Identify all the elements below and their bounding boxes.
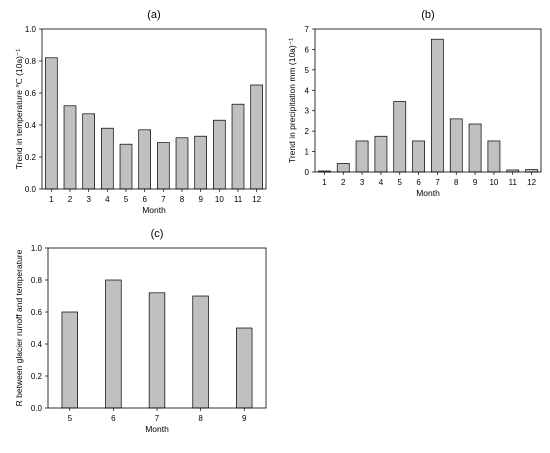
panel-c-y-axis-label: R between glacier runoff and temperature xyxy=(14,249,24,406)
panel-b-xtick-label: 10 xyxy=(489,178,498,187)
panel-a-bar-1 xyxy=(45,57,58,190)
panel-a-bar-5 xyxy=(119,143,133,190)
panel-b-xtick-label: 9 xyxy=(473,178,478,187)
panel-c-chart: (c) 0.0 0.2 0.4 0.6 0.8 1.0 5 6 7 8 9 Month R between… xyxy=(14,228,267,434)
panel-a-ytick-label: 0.6 xyxy=(25,89,37,98)
panel-a-bar-9 xyxy=(194,135,207,190)
panel-c-xtick-label: 9 xyxy=(242,414,247,423)
panel-c-bar-6 xyxy=(105,279,122,409)
panel-a-bar-4 xyxy=(101,127,114,190)
panel-c-ytick-label: 0.8 xyxy=(31,276,43,285)
panel-b-xtick-label: 12 xyxy=(527,178,536,187)
panel-a-bar-11 xyxy=(231,103,245,190)
panel-b-ytick-label: 1 xyxy=(305,148,310,157)
panel-a-xtick-label: 8 xyxy=(180,195,185,204)
panel-c-bar-5 xyxy=(61,311,78,409)
panel-a-xtick-label: 1 xyxy=(49,195,54,204)
panel-c-xtick-label: 5 xyxy=(68,414,73,423)
panel-b-xtick-label: 8 xyxy=(454,178,459,187)
panel-b-ytick-label: 6 xyxy=(305,45,310,54)
panel-b-bar-9 xyxy=(468,123,482,173)
panel-b-xtick-label: 5 xyxy=(398,178,403,187)
panel-c-bar-7 xyxy=(148,292,166,409)
panel-b-label: (b) xyxy=(421,9,434,21)
panel-b-plot-frame xyxy=(314,28,542,173)
panel-b-xtick-label: 11 xyxy=(509,178,518,187)
panel-a-ytick-label: 0.8 xyxy=(25,57,37,66)
panel-c-ytick-label: 0.6 xyxy=(31,308,43,317)
panel-a-xtick-label: 3 xyxy=(86,195,91,204)
panel-b-xtick-label: 4 xyxy=(379,178,384,187)
panel-b-bar-4 xyxy=(374,135,388,173)
panel-b-ytick-label: 7 xyxy=(305,25,310,34)
panel-a-x-axis-label: Month xyxy=(142,205,166,215)
panel-a-xtick-label: 9 xyxy=(198,195,203,204)
panel-b-bar-5 xyxy=(393,101,407,173)
panel-b-xtick-label: 6 xyxy=(416,178,421,187)
panel-a-bar-8 xyxy=(175,137,189,190)
panel-a-xtick-label: 2 xyxy=(68,195,73,204)
panel-b-bar-3 xyxy=(355,140,369,173)
panel-a-xtick-label: 7 xyxy=(161,195,166,204)
panel-a-ytick-label: 0.4 xyxy=(25,121,37,130)
panel-b-bar-7 xyxy=(431,38,444,173)
panel-a-bar-3 xyxy=(82,113,95,190)
panel-b-bar-6 xyxy=(412,140,425,173)
panel-a-ytick-label: 0.0 xyxy=(25,185,37,194)
panel-a-ytick-label: 0.2 xyxy=(25,153,37,162)
panel-c-ytick-label: 1.0 xyxy=(31,244,43,253)
panel-c-ytick-label: 0.2 xyxy=(31,372,43,381)
panel-c-bar-8 xyxy=(192,295,209,409)
panel-b-ytick-label: 4 xyxy=(305,86,310,95)
panel-b-xtick-label: 7 xyxy=(435,178,440,187)
panel-a-xtick-label: 10 xyxy=(215,195,224,204)
panel-a-plot-frame xyxy=(41,28,267,190)
panel-c-ytick-label: 0.4 xyxy=(31,340,43,349)
panel-b-bar-8 xyxy=(449,118,463,173)
panel-b-xtick-label: 1 xyxy=(322,178,327,187)
panel-a-xtick-label: 4 xyxy=(105,195,110,204)
panel-a-bar-2 xyxy=(63,105,77,190)
panel-b-ytick-label: 2 xyxy=(305,127,310,136)
panel-a-bar-7 xyxy=(157,142,170,190)
panel-a-chart: (a)0.00.20.40.60.81.01 2 3 4 5 6 7 8 9 10 11 12Mont… xyxy=(14,9,267,215)
panel-c-ytick-label: 0.0 xyxy=(31,404,43,413)
panel-a-ytick-label: 1.0 xyxy=(25,25,37,34)
panel-b-ytick-label: 0 xyxy=(305,168,310,177)
panel-b-xtick-label: 2 xyxy=(341,178,346,187)
panel-c-x-axis-label: Month xyxy=(145,424,169,434)
panel-c-xtick-label: 6 xyxy=(111,414,116,423)
panel-b-ytick-label: 5 xyxy=(305,66,310,75)
panel-c-xtick-label: 7 xyxy=(155,414,160,423)
panel-c-xtick-label: 8 xyxy=(198,414,203,423)
panel-b-x-axis-label: Month xyxy=(416,188,440,198)
panel-a-label: (a) xyxy=(147,9,160,21)
panel-a-bar-6 xyxy=(138,129,151,190)
panel-b-bar-10 xyxy=(487,140,501,173)
panel-a-bar-10 xyxy=(213,119,226,190)
panel-a-xtick-label: 12 xyxy=(252,195,261,204)
panel-b-xtick-label: 3 xyxy=(360,178,365,187)
panel-a-xtick-label: 5 xyxy=(124,195,129,204)
panel-b-bar-2 xyxy=(336,163,350,173)
panel-a-bar-12 xyxy=(250,84,263,190)
panel-a-xtick-label: 11 xyxy=(234,195,243,204)
panel-a-y-axis-label: Trend in temperature ℃ (10a)⁻¹ xyxy=(14,49,24,170)
panel-c-bar-9 xyxy=(236,327,253,409)
panel-b-ytick-label: 3 xyxy=(305,107,310,116)
panel-c-label: (c) xyxy=(151,228,164,240)
panel-b-y-axis-label: Trend in precipitation mm (10a)⁻¹ xyxy=(287,38,297,163)
panel-a-xtick-label: 6 xyxy=(142,195,147,204)
